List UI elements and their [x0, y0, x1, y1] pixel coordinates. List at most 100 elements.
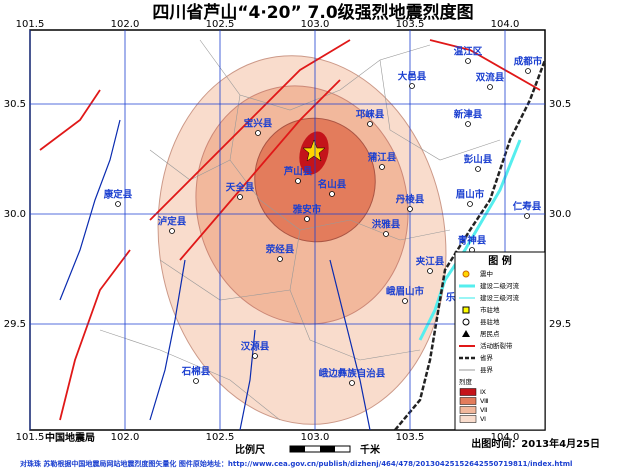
- place-marker: [349, 380, 355, 386]
- place-name: 成都市: [514, 56, 543, 68]
- place-marker: [329, 191, 335, 197]
- lon-label-top: 101.5: [16, 19, 45, 30]
- credit: 对珠珠 苏勒根据中国地震局网站地震烈度图矢量化 图件原始地址：http://ww…: [20, 459, 572, 468]
- place-marker: [367, 121, 373, 127]
- place-name: 峨边彝族自治县: [319, 368, 386, 380]
- title: 四川省芦山“4·20” 7.0级强烈地震烈度图: [152, 2, 473, 23]
- place-marker: [407, 206, 413, 212]
- legend-label: 建设三级河流: [480, 293, 520, 302]
- place-marker: [465, 121, 471, 127]
- rivers: [59, 119, 371, 431]
- place-name: 温江区: [454, 46, 483, 58]
- place-name: 眉山市: [456, 189, 485, 201]
- legend-symbol: [462, 270, 470, 278]
- legend-label: 活动断裂带: [480, 341, 513, 350]
- lon-label-top: 103.5: [396, 19, 425, 30]
- legend-swatch: [459, 415, 477, 423]
- legend-intensity: Ⅶ: [480, 406, 487, 414]
- legend-label: 居民点: [480, 330, 500, 338]
- place-name: 彭山县: [464, 154, 493, 166]
- legend-intensity: Ⅸ: [480, 388, 486, 396]
- date: 出图时间：2013年4月25日: [471, 437, 600, 450]
- place-name: 康定县: [103, 189, 133, 201]
- place-name: 邛崃县: [356, 109, 385, 121]
- place-name: 蒲江县: [368, 152, 397, 164]
- faults: [39, 39, 541, 421]
- place-marker: [402, 298, 408, 304]
- place-marker: [304, 216, 310, 222]
- place-marker: [295, 178, 301, 184]
- epicenter: [302, 139, 326, 162]
- place-marker: [252, 353, 258, 359]
- agency: 中国地震局: [45, 431, 95, 444]
- place-marker: [277, 256, 283, 262]
- lon-label-top: 102.5: [206, 19, 235, 30]
- lat-label-left: 30.0: [4, 209, 26, 220]
- place-marker: [487, 84, 493, 90]
- place-marker: [524, 213, 530, 219]
- scale-label: 比例尺: [235, 443, 265, 456]
- place-name: 宝兴县: [244, 118, 273, 130]
- legend-swatch: [459, 397, 477, 405]
- legend-label: 建设二级河流: [480, 281, 520, 290]
- scale-bar: [289, 445, 351, 453]
- lat-label-left: 30.5: [4, 99, 26, 110]
- place-name: 芦山县: [284, 166, 313, 178]
- place-name: 大邑县: [398, 71, 427, 83]
- lon-label-bottom: 103.0: [301, 432, 330, 443]
- lon-label-top: 103.0: [301, 19, 330, 30]
- place-name: 天全县: [226, 182, 255, 194]
- place-name: 名山县: [318, 179, 347, 191]
- province-border: [394, 59, 547, 431]
- legend-box: [454, 251, 546, 431]
- place-marker: [383, 231, 389, 237]
- lat-label-right: 29.5: [549, 319, 571, 330]
- place-marker: [169, 228, 175, 234]
- legend-symbol: [462, 330, 470, 337]
- lat-label-left: 29.5: [4, 319, 26, 330]
- place-name: 新津县: [454, 109, 483, 121]
- place-marker: [427, 268, 433, 274]
- legend-swatch: [459, 388, 477, 396]
- place-marker: [379, 164, 385, 170]
- lat-label-right: 30.0: [549, 209, 571, 220]
- place-name: 双流县: [475, 72, 505, 84]
- place-name: 仁寿县: [513, 201, 542, 213]
- place-name: 洪雅县: [372, 219, 401, 231]
- legend-label: 烈度: [459, 377, 473, 386]
- place-marker: [193, 378, 199, 384]
- legend-symbol: [462, 318, 470, 326]
- legend-title: 图 例: [488, 254, 511, 267]
- place-marker: [115, 201, 121, 207]
- lat-label-right: 30.5: [549, 99, 571, 110]
- place-name: 夹江县: [415, 256, 445, 268]
- place-marker: [237, 194, 243, 200]
- lon-label-top: 102.0: [111, 19, 140, 30]
- lon-label-bottom: 102.5: [206, 432, 235, 443]
- lon-label-top: 104.0: [491, 19, 520, 30]
- place-marker: [409, 83, 415, 89]
- place-marker: [475, 166, 481, 172]
- scale-unit: 千米: [360, 443, 381, 456]
- place-name: 丹棱县: [396, 194, 425, 206]
- legend-label: 县界: [480, 366, 494, 374]
- place-marker: [525, 68, 531, 74]
- place-name: 荥经县: [266, 244, 295, 256]
- legend-intensity: Ⅷ: [480, 397, 489, 405]
- lon-label-bottom: 104.0: [491, 432, 520, 443]
- legend-symbol: [462, 306, 470, 314]
- legend-label: 市驻地: [480, 305, 500, 314]
- legend-swatch: [459, 406, 477, 414]
- lon-label-bottom: 101.5: [16, 432, 45, 443]
- legend-label: 省界: [480, 353, 494, 362]
- place-marker: [255, 130, 261, 136]
- legend-label: 县驻地: [480, 317, 500, 326]
- legend-label: 震中: [480, 269, 493, 278]
- place-name: 石棉县: [181, 366, 211, 378]
- place-marker: [465, 58, 471, 64]
- place-name: 青神县: [458, 235, 487, 247]
- place-name: 峨眉山市: [386, 286, 425, 298]
